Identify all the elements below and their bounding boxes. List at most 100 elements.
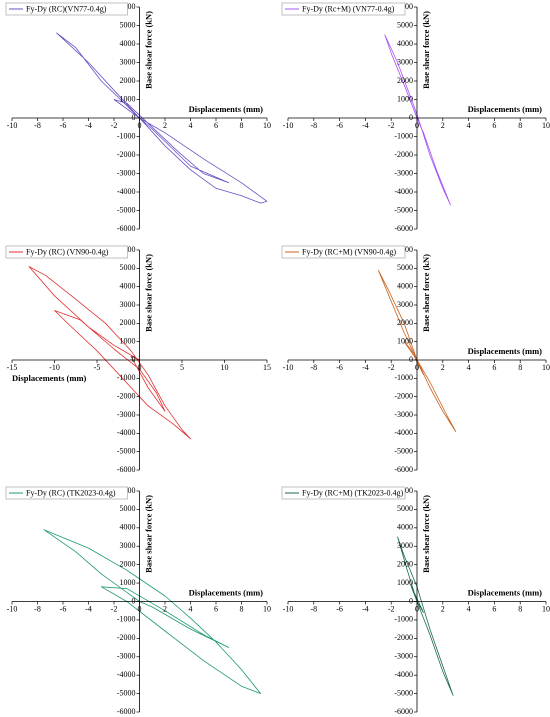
x-tick-label: 2	[441, 604, 445, 613]
y-tick-label: 5000	[397, 20, 413, 29]
x-tick-label: 15	[263, 363, 271, 372]
chart-panel: -15 -10 -5 0 5 10 15 -6000 -5000 -4000 -3000 -2000 -…	[5, 245, 271, 474]
x-tick-label: 2	[441, 121, 445, 130]
x-tick-label: -2	[388, 604, 395, 613]
y-tick-label: 3000	[397, 57, 413, 66]
y-tick-label: 1000	[397, 94, 413, 103]
x-tick-label: -2	[111, 604, 118, 613]
x-tick-label: -10	[49, 363, 60, 372]
legend-box	[5, 245, 128, 259]
x-tick-label: -2	[111, 121, 118, 130]
x-tick-label: 8	[518, 604, 522, 613]
x-tick-label: -10	[7, 121, 18, 130]
y-tick-label: -2000	[117, 633, 136, 642]
hysteresis-line	[384, 34, 451, 206]
hysteresis-line	[397, 536, 454, 696]
x-tick-label: -4	[362, 121, 369, 130]
y-tick-label: 0	[409, 596, 413, 605]
y-tick-label: -3000	[394, 652, 413, 661]
x-tick-label: 0	[415, 121, 419, 130]
y-tick-label: 4000	[397, 281, 413, 290]
y-tick-label: -5000	[394, 205, 413, 214]
y-tick-label: -4000	[394, 187, 413, 196]
x-tick-label: 4	[467, 604, 471, 613]
y-tick-label: 2000	[397, 76, 413, 85]
x-tick-label: -8	[34, 121, 41, 130]
x-tick-label: -8	[34, 604, 41, 613]
y-axis-title: Base shear force (kN)	[143, 254, 153, 332]
x-axis-title: Displacements (mm)	[189, 104, 264, 114]
y-tick-label: 0	[132, 113, 136, 122]
y-axis-title: Base shear force (kN)	[421, 495, 431, 573]
y-axis-title: Base shear force (kN)	[421, 254, 431, 332]
x-tick-label: 10	[542, 121, 550, 130]
x-tick-label: 4	[189, 121, 193, 130]
x-tick-label: -6	[336, 363, 343, 372]
y-tick-label: -6000	[117, 224, 136, 233]
x-tick-label: -8	[310, 121, 317, 130]
x-tick-label: 10	[542, 363, 550, 372]
y-tick-label: -2000	[394, 391, 413, 400]
x-tick-label: 4	[189, 604, 193, 613]
y-tick-label: -6000	[394, 224, 413, 233]
x-tick-label: -8	[310, 604, 317, 613]
x-axis-title: Displacements (mm)	[12, 373, 87, 383]
y-tick-label: 1000	[120, 336, 136, 345]
y-tick-label: -3000	[394, 168, 413, 177]
y-tick-label: 4000	[120, 523, 136, 532]
y-tick-label: -4000	[117, 187, 136, 196]
x-tick-label: 8	[240, 121, 244, 130]
y-tick-label: 5000	[120, 20, 136, 29]
legend-box	[281, 245, 406, 259]
y-tick-label: -5000	[117, 688, 136, 697]
y-tick-label: 1000	[397, 336, 413, 345]
y-tick-label: -5000	[394, 688, 413, 697]
x-tick-label: 10	[221, 363, 229, 372]
legend-label: Fy-Dy (RC+M) (VN90-0.4g)	[302, 247, 396, 256]
legend-box	[281, 2, 406, 16]
y-tick-label: 2000	[120, 559, 136, 568]
y-tick-label: 5000	[120, 263, 136, 272]
y-tick-label: -1000	[117, 131, 136, 140]
x-tick-label: 10	[263, 604, 271, 613]
y-axis-title: Base shear force (kN)	[143, 495, 153, 573]
x-tick-label: 2	[163, 604, 167, 613]
y-tick-label: -4000	[117, 670, 136, 679]
x-tick-label: -2	[388, 121, 395, 130]
x-tick-label: -6	[60, 121, 67, 130]
y-tick-label: -1000	[117, 373, 136, 382]
x-tick-label: -4	[362, 604, 369, 613]
x-tick-label: 2	[441, 363, 445, 372]
x-tick-label: -10	[7, 604, 18, 613]
y-tick-label: 3000	[120, 541, 136, 550]
y-tick-label: -4000	[394, 670, 413, 679]
legend-label: Fy-Dy (RC) (VN90-0.4g)	[26, 247, 109, 256]
y-tick-label: 0	[132, 355, 136, 364]
y-tick-label: 3000	[397, 541, 413, 550]
y-tick-label: -2000	[394, 150, 413, 159]
x-tick-label: -2	[388, 363, 395, 372]
y-tick-label: -1000	[394, 131, 413, 140]
y-tick-label: 1000	[120, 578, 136, 587]
legend-label: Fy-Dy (Rc+M) (VN77-0.4g)	[302, 4, 395, 13]
legend-label: Fy-Dy (RC)(VN77-0.4g)	[26, 4, 107, 13]
legend-label: Fy-Dy (RC) (TK2023-0.4g)	[26, 488, 116, 497]
x-tick-label: 6	[492, 363, 496, 372]
x-tick-label: 10	[542, 604, 550, 613]
y-tick-label: 4000	[120, 39, 136, 48]
hysteresis-line	[43, 529, 261, 694]
y-tick-label: -2000	[394, 633, 413, 642]
y-tick-label: 0	[132, 596, 136, 605]
x-tick-label: 6	[492, 121, 496, 130]
x-tick-label: -4	[85, 121, 92, 130]
y-tick-label: 4000	[397, 523, 413, 532]
x-axis-title: Displacements (mm)	[468, 587, 543, 597]
x-tick-label: 0	[138, 363, 142, 372]
chart-panel: -10 -8 -6 -4 -2 0 2 4 6 8 10 -6000 -5000 -4000 -3000 -2…	[281, 245, 550, 474]
y-tick-label: -1000	[394, 615, 413, 624]
x-tick-label: 0	[138, 604, 142, 613]
y-tick-label: 2000	[120, 318, 136, 327]
x-axis-title: Displacements (mm)	[189, 587, 264, 597]
hysteresis-line	[377, 269, 457, 432]
x-tick-label: -6	[336, 121, 343, 130]
